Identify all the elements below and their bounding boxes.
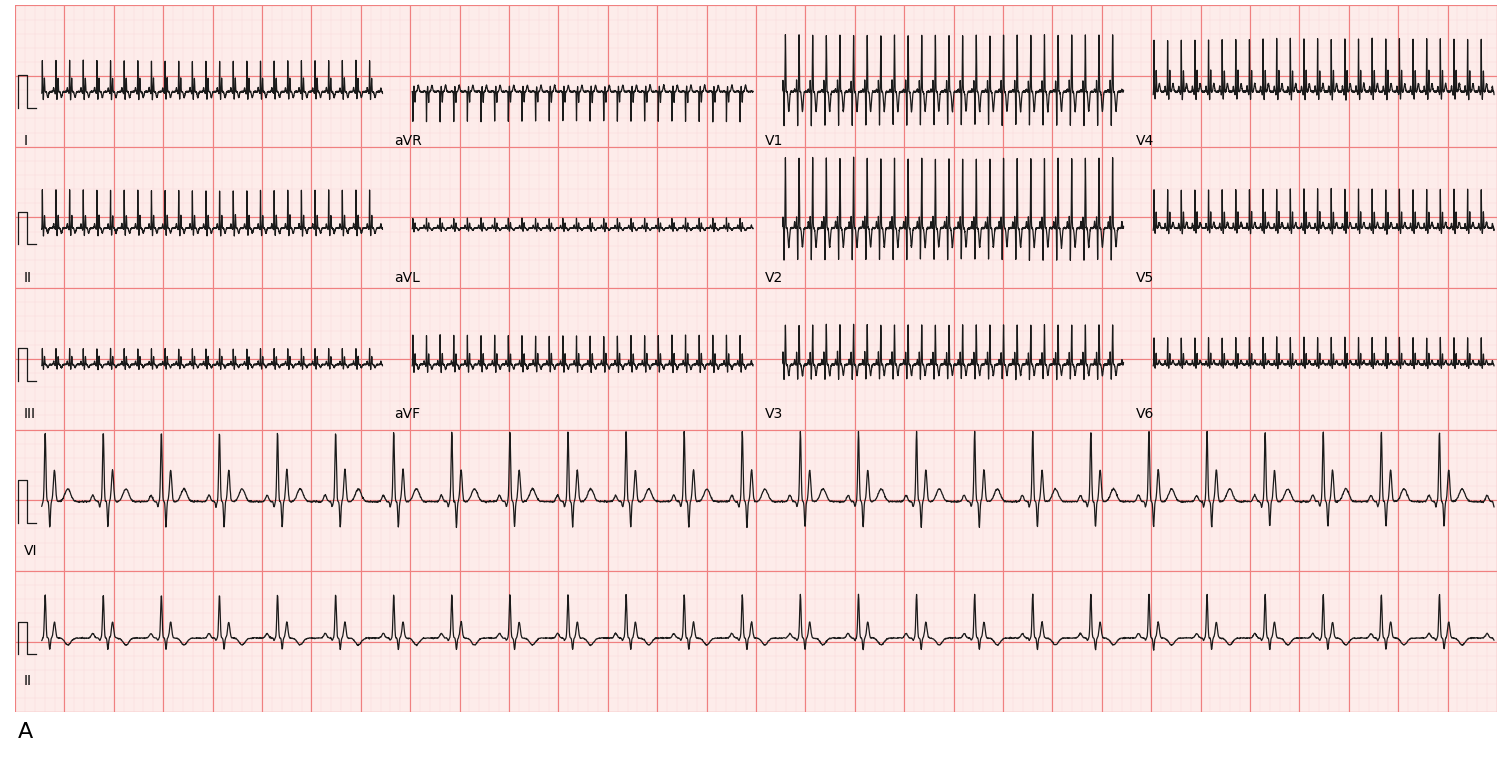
Text: V3: V3	[765, 407, 783, 421]
Text: II: II	[24, 674, 32, 688]
Text: II: II	[24, 270, 32, 285]
Text: V5: V5	[1136, 270, 1154, 285]
Text: VI: VI	[24, 544, 38, 558]
Text: aVF: aVF	[394, 407, 420, 421]
Text: V6: V6	[1136, 407, 1154, 421]
Text: III: III	[24, 407, 36, 421]
Text: A: A	[18, 722, 33, 742]
Text: V4: V4	[1136, 134, 1154, 148]
Text: aVL: aVL	[394, 270, 420, 285]
Text: V2: V2	[765, 270, 783, 285]
Text: I: I	[24, 134, 28, 148]
Text: V1: V1	[765, 134, 783, 148]
Text: aVR: aVR	[394, 134, 422, 148]
